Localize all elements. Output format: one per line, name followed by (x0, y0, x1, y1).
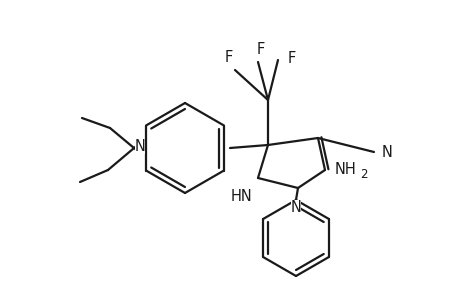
Text: N: N (290, 200, 301, 215)
Text: N: N (381, 145, 392, 160)
Text: N: N (134, 139, 145, 154)
Text: F: F (224, 50, 233, 65)
Text: 2: 2 (359, 167, 367, 181)
Text: F: F (256, 42, 264, 57)
Text: F: F (287, 50, 296, 65)
Text: NH: NH (334, 161, 356, 176)
Text: HN: HN (230, 189, 252, 204)
